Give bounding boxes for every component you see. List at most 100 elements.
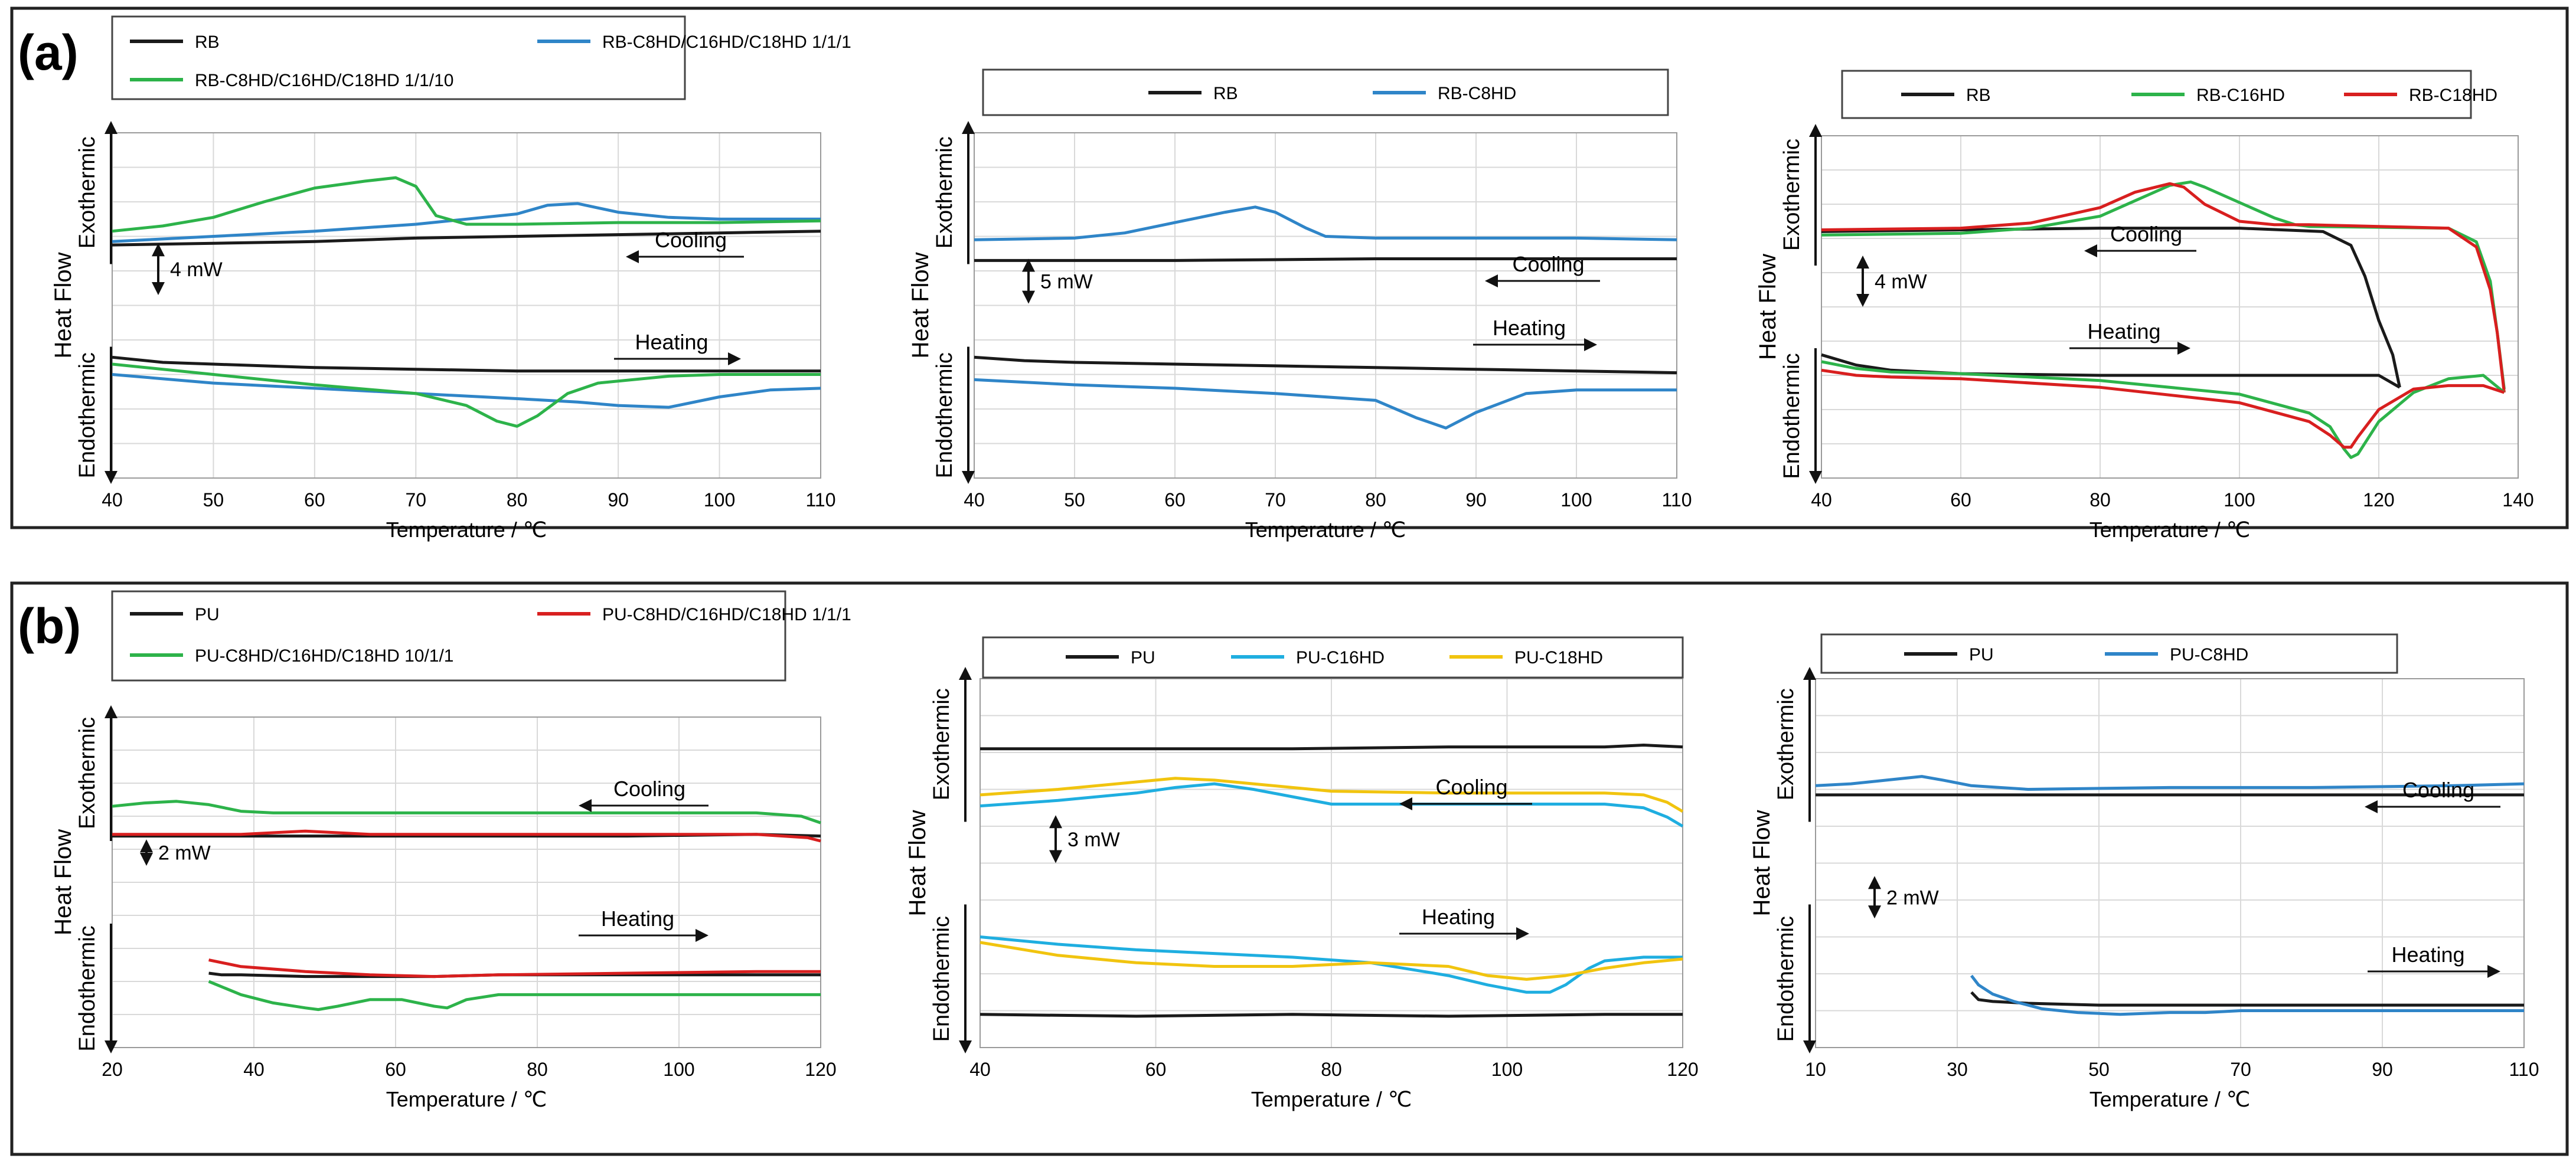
chart-3: 40 60 80 100 120 140 Temperature / ℃ Exothermic… <box>1755 70 2534 542</box>
x-tick-label: 110 <box>805 489 835 510</box>
x-tick-label: 60 <box>1164 489 1186 510</box>
x-tick-label: 80 <box>507 489 528 510</box>
x-tick-label: 80 <box>527 1059 548 1080</box>
heating-arrow-head <box>2177 342 2190 355</box>
x-tick-label: 120 <box>2363 489 2394 510</box>
legend-box <box>111 590 786 682</box>
chart-1: 40 50 60 70 80 90 100 110 Temperature / ℃ Exother… <box>50 15 851 542</box>
endothermic-label: Endothermic <box>932 352 957 478</box>
legend-entry: RB-C8HD/C16HD/C18HD 1/1/1 <box>602 32 851 52</box>
series-line-pu-c18hd <box>980 777 1684 813</box>
series-line-rb-c8hd <box>974 205 1677 241</box>
series-line-pu <box>1970 991 2524 1007</box>
x-tick-label: 100 <box>2224 489 2255 510</box>
scale-label: 2 mW <box>1886 886 1939 909</box>
x-tick-label: 90 <box>608 489 629 510</box>
exothermic-label: Exothermic <box>1774 688 1798 800</box>
endo-arrow-head <box>959 1040 972 1053</box>
series-line-rb-c8hd <box>974 378 1677 430</box>
x-tick-label: 30 <box>1947 1059 1968 1080</box>
cooling-arrow-head <box>626 250 639 263</box>
exo-arrow-head <box>105 705 117 718</box>
x-tick-label: 120 <box>1667 1059 1698 1080</box>
endothermic-label: Endothermic <box>929 916 954 1042</box>
series-line-rb-c16hd <box>1821 180 2506 390</box>
scale-arrow-up <box>152 243 165 257</box>
exo-arrow-head <box>1809 124 1822 137</box>
legend-box <box>982 68 1669 116</box>
x-tick-label: 70 <box>1265 489 1286 510</box>
heating-arrow-head <box>1584 338 1597 351</box>
endo-arrow-head <box>1803 1040 1816 1053</box>
endo-arrow-head <box>962 471 975 484</box>
cooling-label: Cooling <box>2402 778 2474 802</box>
plot-area <box>974 132 1677 479</box>
scale-arrow-up <box>1022 258 1035 272</box>
plot-area <box>980 678 1683 1048</box>
x-tick-label: 100 <box>704 489 735 510</box>
series-line-pu-c16hd <box>980 782 1684 828</box>
endothermic-label: Endothermic <box>1774 916 1798 1042</box>
x-tick-label: 40 <box>102 489 123 510</box>
cooling-arrow-head <box>2365 800 2378 813</box>
plot-area <box>1815 678 2525 1048</box>
heating-arrow-head <box>696 929 709 942</box>
endo-arrow-head <box>105 1040 117 1053</box>
x-tick-label: 50 <box>2088 1059 2110 1080</box>
series-line-pu-c8hd-c16hd-c18hd-10-1-1 <box>112 800 821 824</box>
x-axis-label: Temperature / ℃ <box>386 518 547 542</box>
legend-entry: PU-C8HD/C16HD/C18HD 10/1/1 <box>195 646 454 666</box>
x-tick-label: 120 <box>805 1059 836 1080</box>
x-tick-label: 60 <box>304 489 325 510</box>
x-tick-label: 100 <box>663 1059 694 1080</box>
plot-area <box>1821 135 2519 479</box>
y-axis-label: Heat Flow <box>1749 810 1775 916</box>
y-axis-label: Heat Flow <box>905 810 931 916</box>
cooling-arrow-head <box>1485 274 1498 287</box>
x-tick-label: 20 <box>102 1059 123 1080</box>
scale-label: 4 mW <box>170 258 223 281</box>
cooling-arrow-head <box>2084 244 2097 257</box>
legend-entry: RB <box>1966 86 1991 105</box>
endothermic-label: Endothermic <box>75 352 100 478</box>
exothermic-label: Exothermic <box>932 136 957 248</box>
scale-arrow-down <box>1049 850 1062 863</box>
scale-label: 2 mW <box>158 842 211 865</box>
heating-arrow-head <box>2487 965 2500 978</box>
x-tick-label: 90 <box>2372 1059 2393 1080</box>
exo-arrow-head <box>1803 667 1816 680</box>
x-tick-label: 40 <box>964 489 985 510</box>
charts: 40 50 60 70 80 90 100 110 Temperature / ℃ Exother… <box>50 15 2539 1111</box>
series-line-rb <box>974 355 1677 375</box>
x-tick-label: 110 <box>1661 489 1692 510</box>
plot-area <box>112 132 821 479</box>
series-line-pu-c8hd-c16hd-c18hd-1-1-1 <box>208 958 821 979</box>
exothermic-label: Exothermic <box>75 136 100 248</box>
cooling-label: Cooling <box>2110 222 2182 246</box>
scale-arrow-down <box>1022 290 1035 304</box>
scale-arrow-up <box>140 839 153 853</box>
heating-label: Heating <box>1493 316 1566 340</box>
heating-label: Heating <box>601 907 674 931</box>
series-line-rb-c8hd-c16hd-c18hd-1-1-10 <box>112 176 821 233</box>
legend-entry: RB-C18HD <box>2409 86 2497 105</box>
series-line-rb-c18hd <box>1821 182 2506 393</box>
heating-label: Heating <box>2087 319 2160 343</box>
y-axis-label: Heat Flow <box>50 252 76 358</box>
endothermic-label: Endothermic <box>75 925 100 1051</box>
legend-entry: RB <box>1213 84 1238 103</box>
series-line-pu-c18hd <box>980 941 1683 981</box>
exo-arrow-head <box>105 121 117 134</box>
legend-entry: PU-C8HD/C16HD/C18HD 1/1/1 <box>602 605 851 624</box>
heating-label: Heating <box>1422 905 1495 929</box>
series-line-pu-c8hd <box>1970 974 2524 1016</box>
y-axis-label: Heat Flow <box>50 829 76 935</box>
series-line-pu-c8hd-c16hd-c18hd-10-1-1 <box>208 980 821 1012</box>
chart-2: 40 50 60 70 80 90 100 110 Temperature / ℃ Exother… <box>907 68 1692 542</box>
series-line-pu <box>980 744 1683 751</box>
scale-label: 3 mW <box>1067 829 1120 851</box>
chart-4: 20 40 60 80 100 120 Temperature / ℃ Exothermic E… <box>50 590 851 1111</box>
legend-entry: PU <box>1969 645 1994 665</box>
x-tick-label: 90 <box>1465 489 1487 510</box>
cooling-label: Cooling <box>1435 775 1507 799</box>
